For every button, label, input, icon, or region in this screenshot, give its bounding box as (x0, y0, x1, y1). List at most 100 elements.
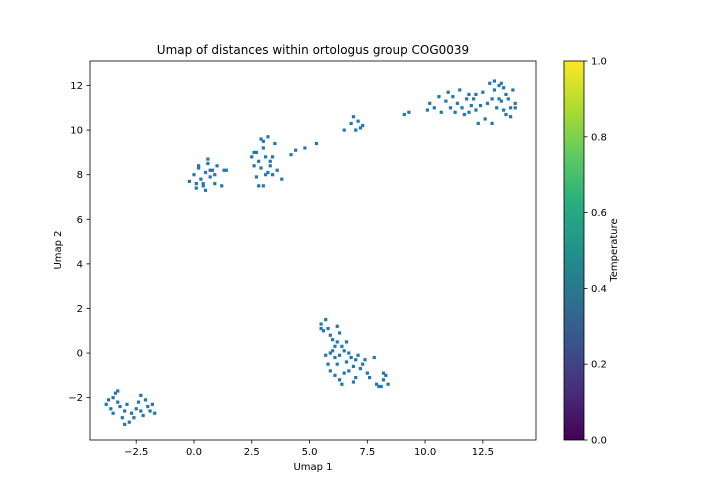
data-point-5 (118, 404, 122, 409)
data-point-95 (458, 88, 462, 92)
x-tick-label: −2.5 (124, 447, 148, 458)
data-point-92 (451, 95, 455, 99)
data-point-158 (381, 378, 386, 382)
data-point-138 (337, 331, 342, 335)
colorbar-tick-label: 0.8 (591, 132, 607, 143)
data-point-77 (351, 115, 356, 119)
data-point-168 (351, 380, 356, 384)
data-point-103 (476, 121, 480, 126)
x-axis-label: Umap 1 (293, 462, 332, 473)
data-point-85 (428, 101, 432, 105)
data-point-94 (455, 101, 460, 105)
data-point-133 (326, 326, 330, 331)
data-point-58 (273, 141, 277, 146)
data-point-74 (314, 141, 319, 146)
colorbar-tick-label: 0.6 (591, 208, 607, 219)
data-point-118 (511, 88, 515, 92)
data-point-144 (342, 349, 346, 353)
data-point-134 (328, 333, 332, 337)
data-point-80 (361, 124, 365, 128)
data-point-32 (203, 170, 208, 175)
data-point-46 (194, 182, 198, 186)
data-point-96 (460, 106, 464, 110)
data-point-177 (324, 353, 328, 357)
data-point-157 (377, 384, 381, 389)
data-point-44 (201, 182, 205, 186)
data-point-16 (148, 409, 152, 413)
data-point-13 (139, 393, 143, 398)
data-point-99 (467, 92, 471, 97)
data-point-119 (513, 101, 517, 105)
data-point-70 (261, 139, 265, 143)
data-point-142 (337, 353, 342, 357)
data-point-109 (490, 97, 494, 101)
data-point-7 (125, 402, 129, 406)
data-point-59 (275, 168, 279, 172)
data-point-66 (252, 150, 256, 155)
data-point-129 (513, 106, 517, 110)
data-point-10 (130, 411, 134, 415)
colorbar-tick-label: 0.4 (591, 284, 607, 295)
data-point-4 (109, 407, 113, 411)
data-point-22 (123, 422, 127, 426)
data-point-14 (143, 398, 148, 402)
data-point-155 (372, 355, 376, 360)
data-point-174 (328, 351, 332, 355)
data-point-128 (508, 115, 513, 119)
data-point-121 (499, 81, 503, 85)
data-point-101 (472, 97, 476, 101)
data-point-56 (268, 164, 272, 168)
data-point-17 (141, 413, 145, 418)
data-point-84 (425, 108, 429, 112)
colorbar-tick-label: 1.0 (591, 57, 607, 68)
data-point-107 (485, 101, 490, 105)
x-tick-label: 7.5 (359, 447, 375, 458)
data-point-26 (187, 179, 191, 183)
data-point-124 (497, 97, 501, 101)
y-tick-label: 2 (77, 304, 83, 315)
data-point-98 (465, 97, 469, 101)
data-point-90 (446, 90, 450, 94)
data-point-29 (197, 166, 201, 170)
x-tick-label: 5.0 (302, 447, 318, 458)
data-point-117 (508, 106, 513, 110)
data-point-49 (252, 164, 256, 168)
data-point-71 (289, 153, 293, 157)
data-point-50 (254, 150, 258, 155)
data-point-78 (354, 128, 358, 132)
data-point-104 (478, 103, 483, 108)
y-tick-label: −2 (68, 393, 83, 404)
colorbar-label: Temperature (609, 218, 620, 282)
data-point-8 (120, 416, 124, 420)
data-point-25 (116, 389, 120, 393)
data-point-105 (481, 90, 485, 94)
data-point-18 (150, 402, 154, 406)
points-layer (104, 79, 517, 426)
data-point-42 (206, 157, 210, 161)
y-axis-ticks: −2 0 2 4 6 8 10 12 (68, 81, 90, 404)
data-point-114 (502, 86, 506, 90)
data-point-88 (439, 110, 443, 114)
data-point-60 (280, 177, 284, 181)
data-point-97 (462, 112, 466, 117)
y-tick-label: 0 (77, 349, 83, 360)
x-tick-label: 0.0 (186, 447, 202, 458)
data-point-126 (474, 92, 478, 97)
data-point-150 (356, 353, 360, 357)
y-tick-label: 6 (77, 215, 83, 226)
data-point-153 (365, 371, 369, 375)
data-point-72 (294, 148, 298, 152)
data-point-2 (113, 391, 118, 395)
data-point-164 (337, 378, 342, 382)
data-point-172 (344, 340, 349, 344)
data-point-73 (303, 146, 307, 150)
data-point-136 (333, 344, 337, 348)
data-point-160 (386, 382, 390, 386)
data-point-146 (347, 351, 351, 355)
x-tick-label: 2.5 (244, 447, 260, 458)
x-tick-label: 12.5 (472, 447, 494, 458)
data-point-48 (250, 155, 254, 159)
chart-title: Umap of distances within ortologus group… (157, 43, 469, 57)
data-point-112 (497, 83, 501, 88)
